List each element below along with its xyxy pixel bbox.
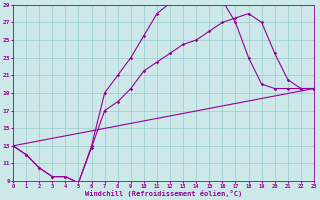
- X-axis label: Windchill (Refroidissement éolien,°C): Windchill (Refroidissement éolien,°C): [85, 190, 242, 197]
